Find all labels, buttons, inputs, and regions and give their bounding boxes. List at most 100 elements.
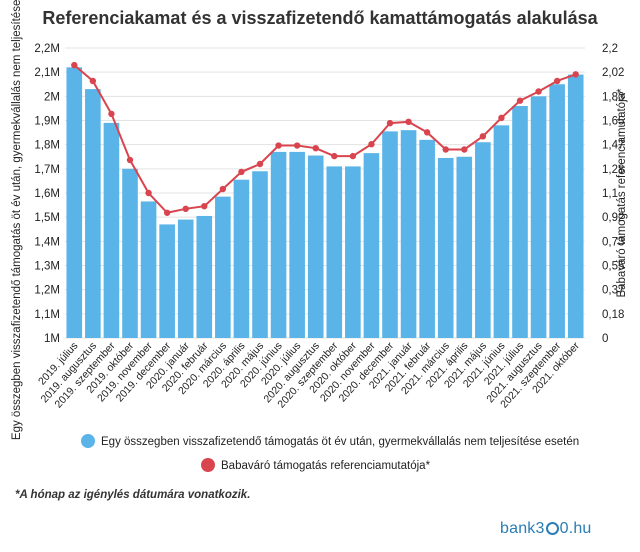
right-tick-label: 2,02 bbox=[602, 67, 624, 79]
bar bbox=[549, 84, 565, 338]
bar bbox=[456, 156, 473, 338]
right-tick-label: 0,37 bbox=[602, 285, 624, 297]
left-tick-label: 1,3M bbox=[34, 261, 60, 273]
left-tick-label: 1,7M bbox=[34, 164, 60, 176]
bar bbox=[196, 215, 213, 338]
data-point bbox=[238, 168, 245, 176]
bar bbox=[363, 153, 380, 338]
data-point bbox=[368, 141, 375, 148]
left-tick-label: 2,2M bbox=[34, 43, 60, 55]
chart-title: Referenciakamat és a visszafizetendő kam… bbox=[42, 8, 598, 28]
bar bbox=[475, 142, 491, 338]
bar bbox=[233, 179, 250, 338]
bar bbox=[140, 201, 157, 338]
data-point bbox=[71, 61, 78, 69]
right-tick-label: 0,73 bbox=[602, 236, 624, 248]
right-tick-label: 1,1 bbox=[602, 188, 618, 200]
left-tick-label: 2,1M bbox=[34, 67, 60, 79]
data-point bbox=[145, 189, 152, 197]
data-point bbox=[256, 160, 264, 168]
left-tick-label: 1,9M bbox=[34, 116, 60, 128]
bar bbox=[159, 224, 175, 338]
bar bbox=[177, 219, 194, 338]
bar bbox=[382, 131, 398, 338]
right-tick-label: 1,47 bbox=[602, 140, 624, 152]
legend: Egy összegben visszafizetendő támogatás … bbox=[81, 434, 579, 472]
data-point bbox=[89, 77, 97, 85]
bar bbox=[493, 125, 510, 338]
bar-series bbox=[66, 67, 584, 339]
right-tick-label: 1,83 bbox=[602, 91, 624, 103]
data-point bbox=[163, 209, 171, 216]
series-line bbox=[73, 64, 577, 214]
data-point bbox=[479, 133, 487, 140]
logo-circle-icon bbox=[545, 522, 559, 535]
legend-bar-label: Egy összegben visszafizetendő támogatás … bbox=[101, 436, 579, 448]
bar bbox=[326, 166, 343, 338]
legend-bar-swatch bbox=[81, 434, 95, 448]
left-axis-label: Egy összegben visszafizetendő támogatás … bbox=[11, 0, 23, 440]
data-point bbox=[126, 156, 134, 164]
data-point bbox=[275, 142, 282, 149]
right-tick-label: 1,65 bbox=[602, 116, 624, 128]
bar bbox=[252, 171, 268, 338]
bar bbox=[345, 166, 361, 338]
logo-text-start: bank3 bbox=[500, 520, 545, 537]
right-axis-ticks: 0 0,18 0,37 0,55 0,73 0,92 1,1 1,28 1,47 1,65 1,83… bbox=[602, 43, 624, 345]
left-tick-label: 1,2M bbox=[34, 285, 60, 297]
right-axis-label: Babaváró támogatás referenciamutatója* bbox=[616, 88, 628, 298]
data-point bbox=[572, 71, 579, 78]
legend-line-label: Babaváró támogatás referenciamutatója* bbox=[221, 460, 431, 472]
left-tick-label: 1,4M bbox=[34, 236, 60, 248]
bar bbox=[289, 151, 305, 338]
data-point bbox=[461, 146, 468, 153]
data-point bbox=[108, 110, 115, 118]
bar bbox=[437, 157, 454, 338]
data-point bbox=[331, 152, 338, 160]
bar bbox=[419, 139, 435, 338]
legend-line-swatch bbox=[201, 458, 215, 472]
data-point bbox=[182, 205, 189, 213]
bar bbox=[122, 168, 138, 338]
bar bbox=[215, 196, 231, 338]
left-tick-label: 2M bbox=[44, 91, 60, 103]
right-tick-label: 1,28 bbox=[602, 164, 624, 176]
data-point bbox=[405, 118, 412, 126]
data-point bbox=[201, 202, 208, 210]
right-tick-label: 0,55 bbox=[602, 261, 624, 273]
bar bbox=[567, 74, 584, 338]
data-point bbox=[442, 146, 449, 153]
data-point bbox=[423, 129, 431, 136]
bar bbox=[270, 151, 287, 338]
bar bbox=[307, 155, 324, 338]
right-tick-label: 2,2 bbox=[602, 43, 618, 55]
data-point bbox=[553, 77, 561, 85]
data-point bbox=[312, 144, 319, 152]
data-point bbox=[535, 88, 542, 95]
data-point bbox=[516, 97, 524, 104]
data-point bbox=[219, 185, 227, 193]
data-point bbox=[498, 114, 505, 122]
left-tick-label: 1,5M bbox=[34, 212, 60, 224]
data-point bbox=[349, 152, 357, 160]
line-series bbox=[71, 61, 579, 216]
left-axis-ticks: 1M 1,1M 1,2M 1,3M 1,4M 1,5M 1,6M 1,7M 1,8M 1,9M 2M… bbox=[34, 43, 60, 345]
bar bbox=[400, 130, 417, 338]
right-tick-label: 0,92 bbox=[602, 212, 624, 224]
logo-text-end: 0.hu bbox=[559, 520, 592, 537]
data-point bbox=[386, 119, 394, 127]
left-tick-label: 1M bbox=[44, 333, 60, 345]
right-tick-label: 0 bbox=[602, 333, 608, 345]
bar bbox=[512, 106, 528, 338]
bank360-logo: bank3 0.hu bbox=[500, 520, 592, 538]
bar bbox=[66, 67, 83, 338]
left-tick-label: 1,8M bbox=[34, 140, 60, 152]
data-point bbox=[293, 142, 301, 149]
right-tick-label: 0,18 bbox=[602, 309, 624, 321]
bar bbox=[530, 96, 547, 338]
bar bbox=[103, 122, 120, 339]
footnote: *A hónap az igénylés dátumára vonatkozik… bbox=[15, 489, 251, 501]
left-tick-label: 1,1M bbox=[34, 309, 60, 321]
